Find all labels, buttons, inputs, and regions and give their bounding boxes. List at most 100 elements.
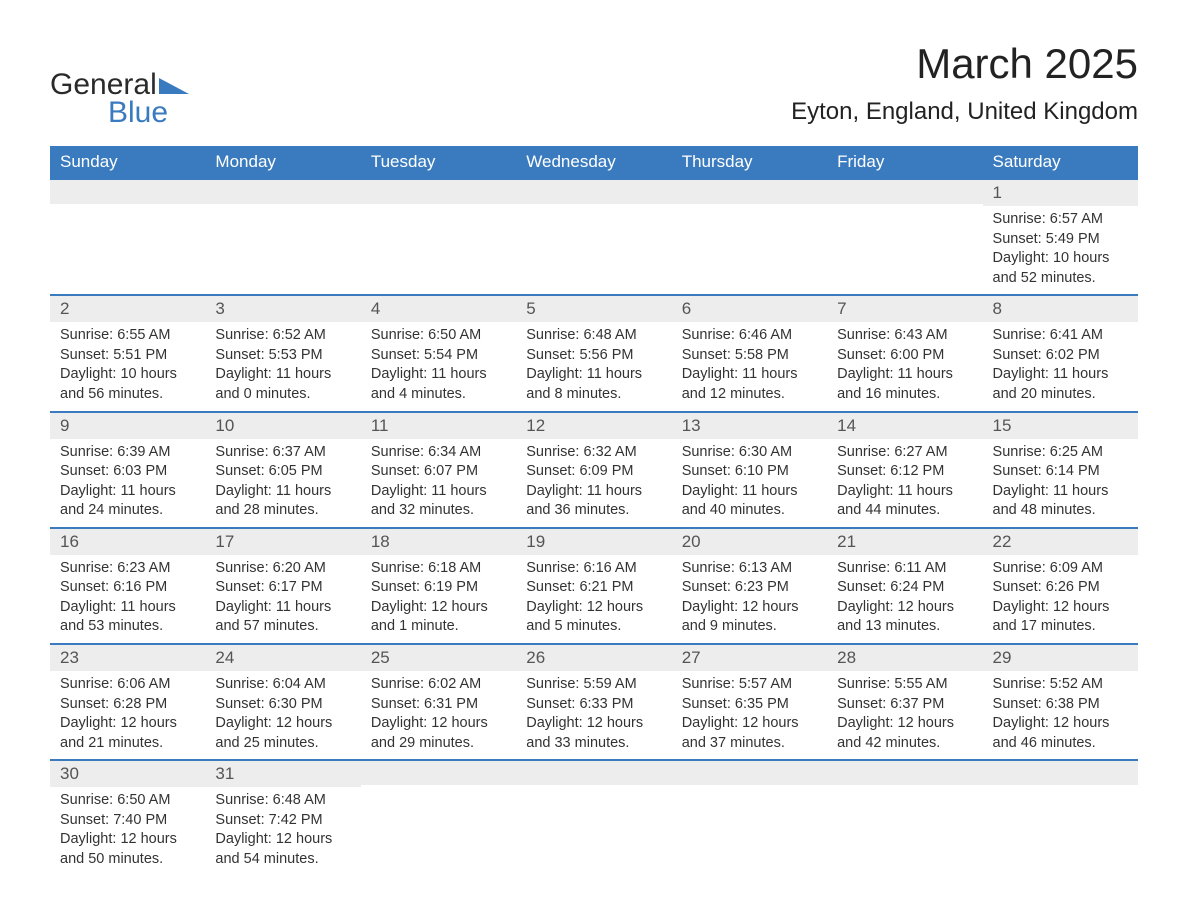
sunrise-text: Sunrise: 6:34 AM — [371, 443, 506, 463]
sunrise-text: Sunrise: 6:25 AM — [993, 443, 1128, 463]
sunset-text: Sunset: 6:23 PM — [682, 578, 817, 598]
day-body: Sunrise: 6:34 AMSunset: 6:07 PMDaylight:… — [361, 439, 516, 527]
daylight-text: Daylight: 11 hours and 16 minutes. — [837, 365, 972, 404]
calendar-week-row: 30Sunrise: 6:50 AMSunset: 7:40 PMDayligh… — [50, 760, 1138, 875]
sunset-text: Sunset: 6:16 PM — [60, 578, 195, 598]
sunrise-text: Sunrise: 6:04 AM — [215, 675, 350, 695]
sunset-text: Sunset: 6:26 PM — [993, 578, 1128, 598]
sunrise-text: Sunrise: 6:23 AM — [60, 559, 195, 579]
sunset-text: Sunset: 6:05 PM — [215, 462, 350, 482]
sunrise-text: Sunrise: 6:41 AM — [993, 326, 1128, 346]
day-number: 3 — [205, 296, 360, 322]
calendar-day-cell — [516, 760, 671, 875]
day-number — [516, 180, 671, 204]
day-number: 25 — [361, 645, 516, 671]
weekday-header: Saturday — [983, 146, 1138, 179]
day-number: 17 — [205, 529, 360, 555]
sunset-text: Sunset: 6:30 PM — [215, 695, 350, 715]
calendar-day-cell: 26Sunrise: 5:59 AMSunset: 6:33 PMDayligh… — [516, 644, 671, 760]
sunrise-text: Sunrise: 6:55 AM — [60, 326, 195, 346]
weekday-header: Thursday — [672, 146, 827, 179]
day-number: 6 — [672, 296, 827, 322]
calendar-day-cell: 8Sunrise: 6:41 AMSunset: 6:02 PMDaylight… — [983, 295, 1138, 411]
day-number: 2 — [50, 296, 205, 322]
daylight-text: Daylight: 12 hours and 9 minutes. — [682, 598, 817, 637]
sunset-text: Sunset: 6:38 PM — [993, 695, 1128, 715]
daylight-text: Daylight: 11 hours and 20 minutes. — [993, 365, 1128, 404]
day-body — [827, 785, 982, 859]
day-body: Sunrise: 6:43 AMSunset: 6:00 PMDaylight:… — [827, 322, 982, 410]
day-number: 9 — [50, 413, 205, 439]
day-number — [827, 761, 982, 785]
daylight-text: Daylight: 12 hours and 13 minutes. — [837, 598, 972, 637]
day-body: Sunrise: 6:46 AMSunset: 5:58 PMDaylight:… — [672, 322, 827, 410]
sunrise-text: Sunrise: 6:50 AM — [371, 326, 506, 346]
sunset-text: Sunset: 6:31 PM — [371, 695, 506, 715]
sunrise-text: Sunrise: 5:55 AM — [837, 675, 972, 695]
page-header: General Blue March 2025 Eyton, England, … — [50, 40, 1138, 128]
sunrise-text: Sunrise: 6:30 AM — [682, 443, 817, 463]
day-number — [361, 761, 516, 785]
sunset-text: Sunset: 6:14 PM — [993, 462, 1128, 482]
day-number: 1 — [983, 180, 1138, 206]
sunset-text: Sunset: 7:42 PM — [215, 811, 350, 831]
day-body: Sunrise: 6:48 AMSunset: 7:42 PMDaylight:… — [205, 787, 360, 875]
daylight-text: Daylight: 11 hours and 4 minutes. — [371, 365, 506, 404]
daylight-text: Daylight: 11 hours and 57 minutes. — [215, 598, 350, 637]
calendar-day-cell: 31Sunrise: 6:48 AMSunset: 7:42 PMDayligh… — [205, 760, 360, 875]
day-number — [50, 180, 205, 204]
daylight-text: Daylight: 12 hours and 46 minutes. — [993, 714, 1128, 753]
logo: General Blue — [50, 40, 189, 128]
sunset-text: Sunset: 5:56 PM — [526, 346, 661, 366]
day-body: Sunrise: 6:18 AMSunset: 6:19 PMDaylight:… — [361, 555, 516, 643]
sunset-text: Sunset: 6:07 PM — [371, 462, 506, 482]
daylight-text: Daylight: 10 hours and 52 minutes. — [993, 249, 1128, 288]
day-body: Sunrise: 6:09 AMSunset: 6:26 PMDaylight:… — [983, 555, 1138, 643]
sunrise-text: Sunrise: 6:52 AM — [215, 326, 350, 346]
day-number: 12 — [516, 413, 671, 439]
sunrise-text: Sunrise: 6:02 AM — [371, 675, 506, 695]
daylight-text: Daylight: 12 hours and 42 minutes. — [837, 714, 972, 753]
calendar-day-cell: 7Sunrise: 6:43 AMSunset: 6:00 PMDaylight… — [827, 295, 982, 411]
weekday-header-row: SundayMondayTuesdayWednesdayThursdayFrid… — [50, 146, 1138, 179]
sunset-text: Sunset: 5:53 PM — [215, 346, 350, 366]
sunset-text: Sunset: 5:58 PM — [682, 346, 817, 366]
calendar-day-cell — [361, 179, 516, 295]
sunset-text: Sunset: 6:28 PM — [60, 695, 195, 715]
sunrise-text: Sunrise: 6:09 AM — [993, 559, 1128, 579]
day-body — [361, 785, 516, 859]
calendar-day-cell: 29Sunrise: 5:52 AMSunset: 6:38 PMDayligh… — [983, 644, 1138, 760]
day-number — [827, 180, 982, 204]
daylight-text: Daylight: 11 hours and 32 minutes. — [371, 482, 506, 521]
sunrise-text: Sunrise: 6:20 AM — [215, 559, 350, 579]
day-body: Sunrise: 5:55 AMSunset: 6:37 PMDaylight:… — [827, 671, 982, 759]
calendar-day-cell: 21Sunrise: 6:11 AMSunset: 6:24 PMDayligh… — [827, 528, 982, 644]
sunrise-text: Sunrise: 6:46 AM — [682, 326, 817, 346]
day-body: Sunrise: 5:57 AMSunset: 6:35 PMDaylight:… — [672, 671, 827, 759]
calendar-day-cell — [827, 179, 982, 295]
sunset-text: Sunset: 6:10 PM — [682, 462, 817, 482]
sunset-text: Sunset: 6:37 PM — [837, 695, 972, 715]
day-number — [983, 761, 1138, 785]
daylight-text: Daylight: 12 hours and 25 minutes. — [215, 714, 350, 753]
day-number: 29 — [983, 645, 1138, 671]
day-number: 14 — [827, 413, 982, 439]
day-number: 4 — [361, 296, 516, 322]
day-number: 19 — [516, 529, 671, 555]
calendar-day-cell — [672, 760, 827, 875]
calendar-day-cell: 18Sunrise: 6:18 AMSunset: 6:19 PMDayligh… — [361, 528, 516, 644]
sunset-text: Sunset: 7:40 PM — [60, 811, 195, 831]
sunrise-text: Sunrise: 6:48 AM — [215, 791, 350, 811]
daylight-text: Daylight: 11 hours and 53 minutes. — [60, 598, 195, 637]
calendar-day-cell — [672, 179, 827, 295]
sunrise-text: Sunrise: 6:13 AM — [682, 559, 817, 579]
calendar-head: SundayMondayTuesdayWednesdayThursdayFrid… — [50, 146, 1138, 179]
day-number: 26 — [516, 645, 671, 671]
calendar-day-cell: 14Sunrise: 6:27 AMSunset: 6:12 PMDayligh… — [827, 412, 982, 528]
day-body: Sunrise: 6:11 AMSunset: 6:24 PMDaylight:… — [827, 555, 982, 643]
daylight-text: Daylight: 11 hours and 36 minutes. — [526, 482, 661, 521]
sunset-text: Sunset: 5:51 PM — [60, 346, 195, 366]
calendar-day-cell: 2Sunrise: 6:55 AMSunset: 5:51 PMDaylight… — [50, 295, 205, 411]
day-number: 30 — [50, 761, 205, 787]
sunset-text: Sunset: 6:09 PM — [526, 462, 661, 482]
